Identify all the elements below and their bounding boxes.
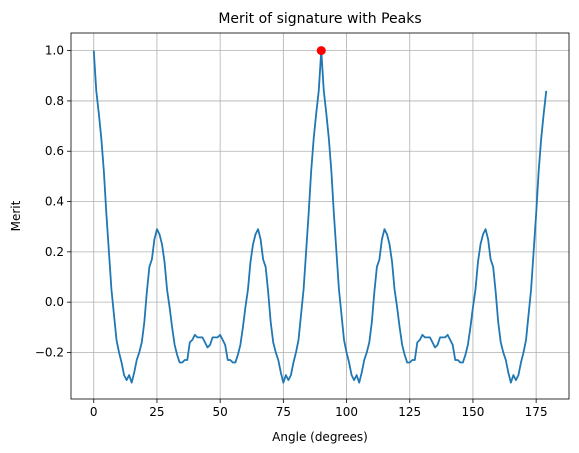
y-tick-label: 0.6 <box>45 144 64 158</box>
x-tick-label: 25 <box>149 405 164 419</box>
x-tick-label: 0 <box>90 405 98 419</box>
merit-line <box>92 49 548 384</box>
y-tick-label: 0.2 <box>45 245 64 259</box>
plot-frame <box>70 32 570 400</box>
x-tick-label: 100 <box>335 405 358 419</box>
y-tick-label: 0.4 <box>45 195 64 209</box>
x-tick-label: 50 <box>213 405 228 419</box>
y-axis-label: Merit <box>9 200 23 231</box>
y-tick-label: −0.2 <box>35 345 64 359</box>
chart-title: Merit of signature with Peaks <box>218 11 421 27</box>
x-tick-label: 125 <box>398 405 421 419</box>
peak-marker <box>316 46 326 56</box>
x-tick-label: 75 <box>276 405 291 419</box>
series-layer <box>92 46 548 384</box>
x-axis-label: Angle (degrees) <box>272 430 368 444</box>
x-tick-label: 150 <box>461 405 484 419</box>
x-tick-label: 175 <box>525 405 548 419</box>
y-tick-label: 0.8 <box>45 94 64 108</box>
y-tick-label: 1.0 <box>45 44 64 58</box>
grid <box>71 33 569 399</box>
ticks: 0 25 50 75 100 125 150 175 −0.2 0.0 0.2 0.4 0.6 0.8 1.… <box>35 44 548 419</box>
y-tick-label: 0.0 <box>45 295 64 309</box>
